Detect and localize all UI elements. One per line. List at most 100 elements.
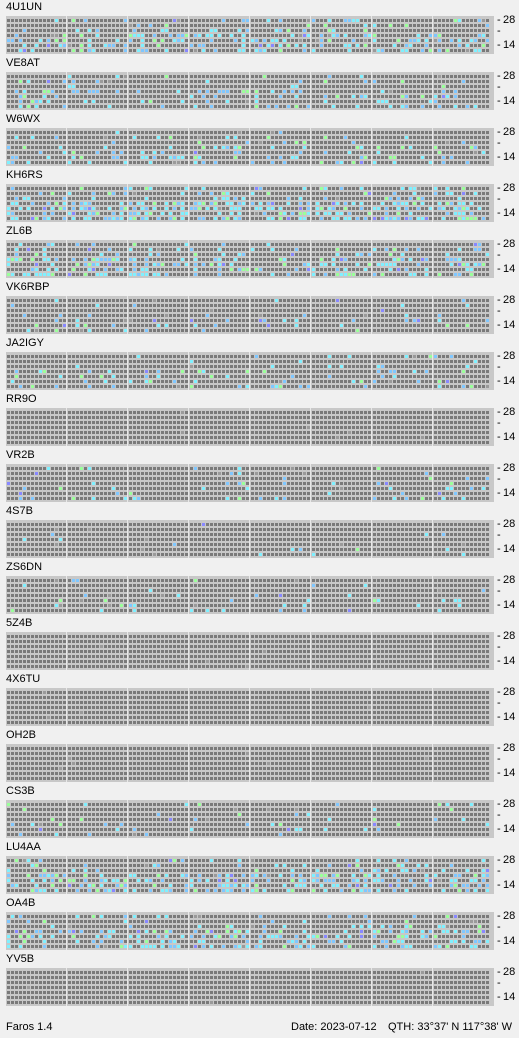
grid-cell xyxy=(450,49,453,52)
grid-cell xyxy=(51,253,54,256)
grid-cell xyxy=(267,207,270,210)
grid-cell xyxy=(429,80,432,83)
grid-cell xyxy=(35,29,38,32)
grid-cell xyxy=(145,136,148,139)
grid-cell xyxy=(401,151,404,154)
grid-cell xyxy=(267,19,270,22)
grid-cell xyxy=(43,243,46,246)
grid-cell xyxy=(409,263,412,266)
grid-cell xyxy=(141,217,144,220)
grid-cell xyxy=(336,212,339,215)
grid-cell xyxy=(206,100,209,103)
grid-cell xyxy=(299,19,302,22)
grid-cell xyxy=(275,309,278,312)
grid-cell xyxy=(259,253,262,256)
grid-cell xyxy=(226,243,229,246)
grid-cell xyxy=(222,187,225,190)
grid-cell xyxy=(259,319,262,322)
grid-cell xyxy=(177,24,180,27)
grid-cell xyxy=(482,212,485,215)
grid-cell xyxy=(59,217,62,220)
grid-cell xyxy=(303,263,306,266)
grid-cell xyxy=(185,39,188,42)
grid-cell xyxy=(206,299,209,302)
grid-cell xyxy=(222,263,225,266)
grid-cell xyxy=(198,217,201,220)
grid-cell xyxy=(401,217,404,220)
grid-cell xyxy=(214,146,217,149)
grid-cell xyxy=(137,187,140,190)
grid-cell xyxy=(88,263,91,266)
grid-cell xyxy=(149,243,152,246)
grid-cell xyxy=(413,243,416,246)
grid-cell xyxy=(141,202,144,205)
grid-cell xyxy=(279,80,282,83)
grid-cell xyxy=(377,141,380,144)
grid-cell xyxy=(19,212,22,215)
grid-cell xyxy=(206,217,209,220)
grid-cell xyxy=(157,29,160,32)
grid-cell xyxy=(88,34,91,37)
grid-cell xyxy=(364,146,367,149)
grid-cell xyxy=(137,75,140,78)
grid-cell xyxy=(149,253,152,256)
grid-cell xyxy=(31,243,34,246)
grid-cell xyxy=(470,85,473,88)
grid-cell xyxy=(198,324,201,327)
grid-cell xyxy=(246,258,249,261)
grid-cell xyxy=(438,90,441,93)
grid-cell xyxy=(222,202,225,205)
grid-cell xyxy=(425,95,428,98)
grid-cell xyxy=(377,19,380,22)
grid-cell xyxy=(226,146,229,149)
grid-cell xyxy=(466,207,469,210)
grid-cell xyxy=(59,212,62,215)
grid-cell xyxy=(316,19,319,22)
grid-cell xyxy=(157,314,160,317)
grid-cell xyxy=(360,19,363,22)
grid-cell xyxy=(51,187,54,190)
grid-cell xyxy=(165,309,168,312)
grid-cell xyxy=(259,202,262,205)
grid-cell xyxy=(137,29,140,32)
grid-cell xyxy=(312,309,315,312)
grid-cell xyxy=(68,151,71,154)
grid-cell xyxy=(15,187,18,190)
grid-cell xyxy=(385,49,388,52)
grid-cell xyxy=(438,319,441,322)
grid-cell xyxy=(417,324,420,327)
grid-cell xyxy=(149,146,152,149)
grid-cell xyxy=(161,105,164,108)
grid-cell xyxy=(368,217,371,220)
grid-cell xyxy=(450,304,453,307)
grid-cell xyxy=(417,202,420,205)
grid-cell xyxy=(226,197,229,200)
grid-cell xyxy=(153,19,156,22)
grid-cell xyxy=(442,85,445,88)
grid-cell xyxy=(478,299,481,302)
grid-cell xyxy=(450,136,453,139)
grid-cell xyxy=(222,324,225,327)
grid-cell xyxy=(434,95,437,98)
grid-cell xyxy=(397,187,400,190)
grid-cell xyxy=(283,197,286,200)
grid-cell xyxy=(401,29,404,32)
grid-cell xyxy=(80,75,83,78)
grid-cell xyxy=(80,253,83,256)
grid-cell xyxy=(356,24,359,27)
grid-cell xyxy=(84,258,87,261)
grid-cell xyxy=(133,299,136,302)
grid-cell xyxy=(96,131,99,134)
grid-cell xyxy=(190,146,193,149)
grid-cell xyxy=(124,136,127,139)
grid-cell xyxy=(104,258,107,261)
grid-cell xyxy=(15,75,18,78)
grid-cell xyxy=(246,100,249,103)
grid-cell xyxy=(324,253,327,256)
grid-cell xyxy=(149,161,152,164)
grid-cell xyxy=(63,202,66,205)
grid-cell xyxy=(84,192,87,195)
grid-cell xyxy=(271,161,274,164)
grid-cell xyxy=(238,263,241,266)
grid-cell xyxy=(129,161,132,164)
